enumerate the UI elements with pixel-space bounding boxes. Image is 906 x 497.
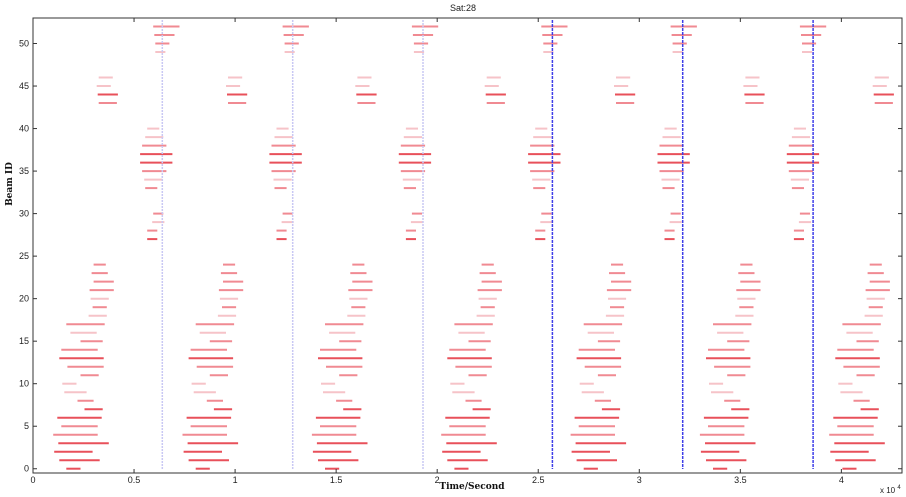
y-tick-label: 0: [24, 464, 29, 474]
vertical-markers: [161, 20, 814, 469]
x-axis-ticks: 0 0.5 1 1.5 2 2.5 3 3.5 4: [30, 18, 844, 485]
y-axis-label: Beam ID: [5, 162, 15, 206]
y-tick-label: 10: [19, 379, 29, 389]
x-tick-label: 2: [435, 475, 440, 485]
x-tick-label: 0.5: [128, 475, 141, 485]
x-tick-label: 1: [233, 475, 238, 485]
x-tick-label: 1.5: [330, 475, 343, 485]
x-tick-label: 3: [637, 475, 642, 485]
y-tick-label: 5: [24, 421, 29, 431]
plot-background: [32, 17, 903, 474]
y-tick-label: 15: [19, 336, 29, 346]
x-axis-multiplier-base: x 10: [880, 486, 896, 495]
y-axis-ticks: 0 5 10 15 20 25 30 35 40 45 50: [19, 39, 902, 474]
x-tick-label: 4: [839, 475, 844, 485]
x-axis-multiplier-exponent: 4: [897, 485, 901, 491]
y-tick-label: 35: [19, 166, 29, 176]
y-tick-label: 40: [19, 124, 29, 134]
beam-segments: [53, 25, 894, 470]
y-tick-label: 45: [19, 81, 29, 91]
y-tick-label: 25: [19, 251, 29, 261]
x-tick-label: 0: [30, 475, 35, 485]
y-tick-label: 50: [19, 39, 29, 49]
x-tick-label: 2.5: [532, 475, 545, 485]
y-tick-label: 20: [19, 294, 29, 304]
x-axis-multiplier: x 10 4: [880, 485, 901, 495]
x-axis-label: Time/Second: [439, 482, 505, 492]
plot-area: [32, 17, 903, 474]
chart-title: Sat:28: [450, 3, 476, 13]
x-tick-label: 3.5: [734, 475, 747, 485]
y-tick-label: 30: [19, 209, 29, 219]
